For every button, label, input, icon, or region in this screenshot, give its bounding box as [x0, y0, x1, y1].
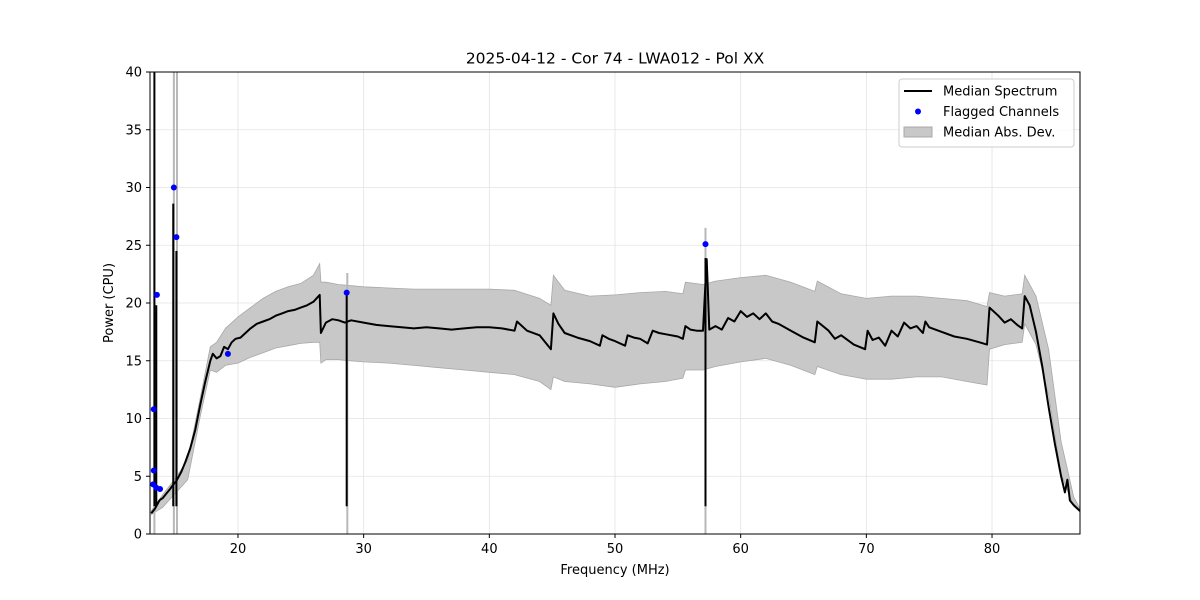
flagged-channel-point — [173, 234, 180, 241]
y-tick-label: 10 — [125, 412, 142, 427]
flagged-channel-point — [153, 291, 160, 298]
legend-mad-swatch — [903, 126, 933, 138]
flagged-channel-point — [170, 184, 177, 191]
flagged-channel-point — [150, 406, 157, 413]
flagged-channel-point — [702, 241, 709, 248]
y-tick-label: 15 — [125, 354, 142, 369]
data-layer — [150, 72, 1080, 534]
x-tick-label: 70 — [858, 542, 875, 557]
x-axis-label: Frequency (MHz) — [560, 563, 669, 578]
x-tick-label: 30 — [355, 542, 372, 557]
legend-box — [898, 78, 1075, 148]
x-tick-label: 40 — [481, 542, 498, 557]
flagged-channel-point — [157, 485, 164, 492]
y-tick-label: 0 — [134, 528, 142, 543]
legend: Median Spectrum Flagged Channels Median … — [898, 78, 1075, 148]
y-tick-label: 25 — [125, 239, 142, 254]
y-tick-label: 5 — [134, 470, 142, 485]
legend-mad-label: Median Abs. Dev. — [943, 126, 1055, 141]
y-tick-label: 20 — [125, 297, 142, 312]
legend-flagged-channels-swatch — [915, 108, 921, 115]
x-tick-label: 20 — [230, 542, 247, 557]
x-tick-label: 50 — [607, 542, 624, 557]
legend-median-spectrum-label: Median Spectrum — [943, 85, 1057, 100]
legend-flagged-channels-label: Flagged Channels — [943, 105, 1059, 120]
flagged-channel-point — [343, 289, 350, 296]
x-tick-label: 80 — [984, 542, 1001, 557]
flagged-channel-point — [224, 350, 231, 357]
y-tick-label: 40 — [125, 66, 142, 81]
y-axis: 0 5 10 15 20 25 30 35 40 — [125, 66, 150, 543]
median-spectrum-line — [150, 258, 1080, 514]
x-tick-label: 60 — [732, 542, 749, 557]
flagged-channel-point — [150, 467, 157, 474]
x-axis: 20 30 40 50 60 70 80 — [230, 534, 1001, 557]
y-axis-label: Power (CPU) — [102, 263, 117, 343]
chart-title: 2025-04-12 - Cor 74 - LWA012 - Pol XX — [466, 50, 765, 68]
y-tick-label: 30 — [125, 181, 142, 196]
y-tick-label: 35 — [125, 123, 142, 138]
